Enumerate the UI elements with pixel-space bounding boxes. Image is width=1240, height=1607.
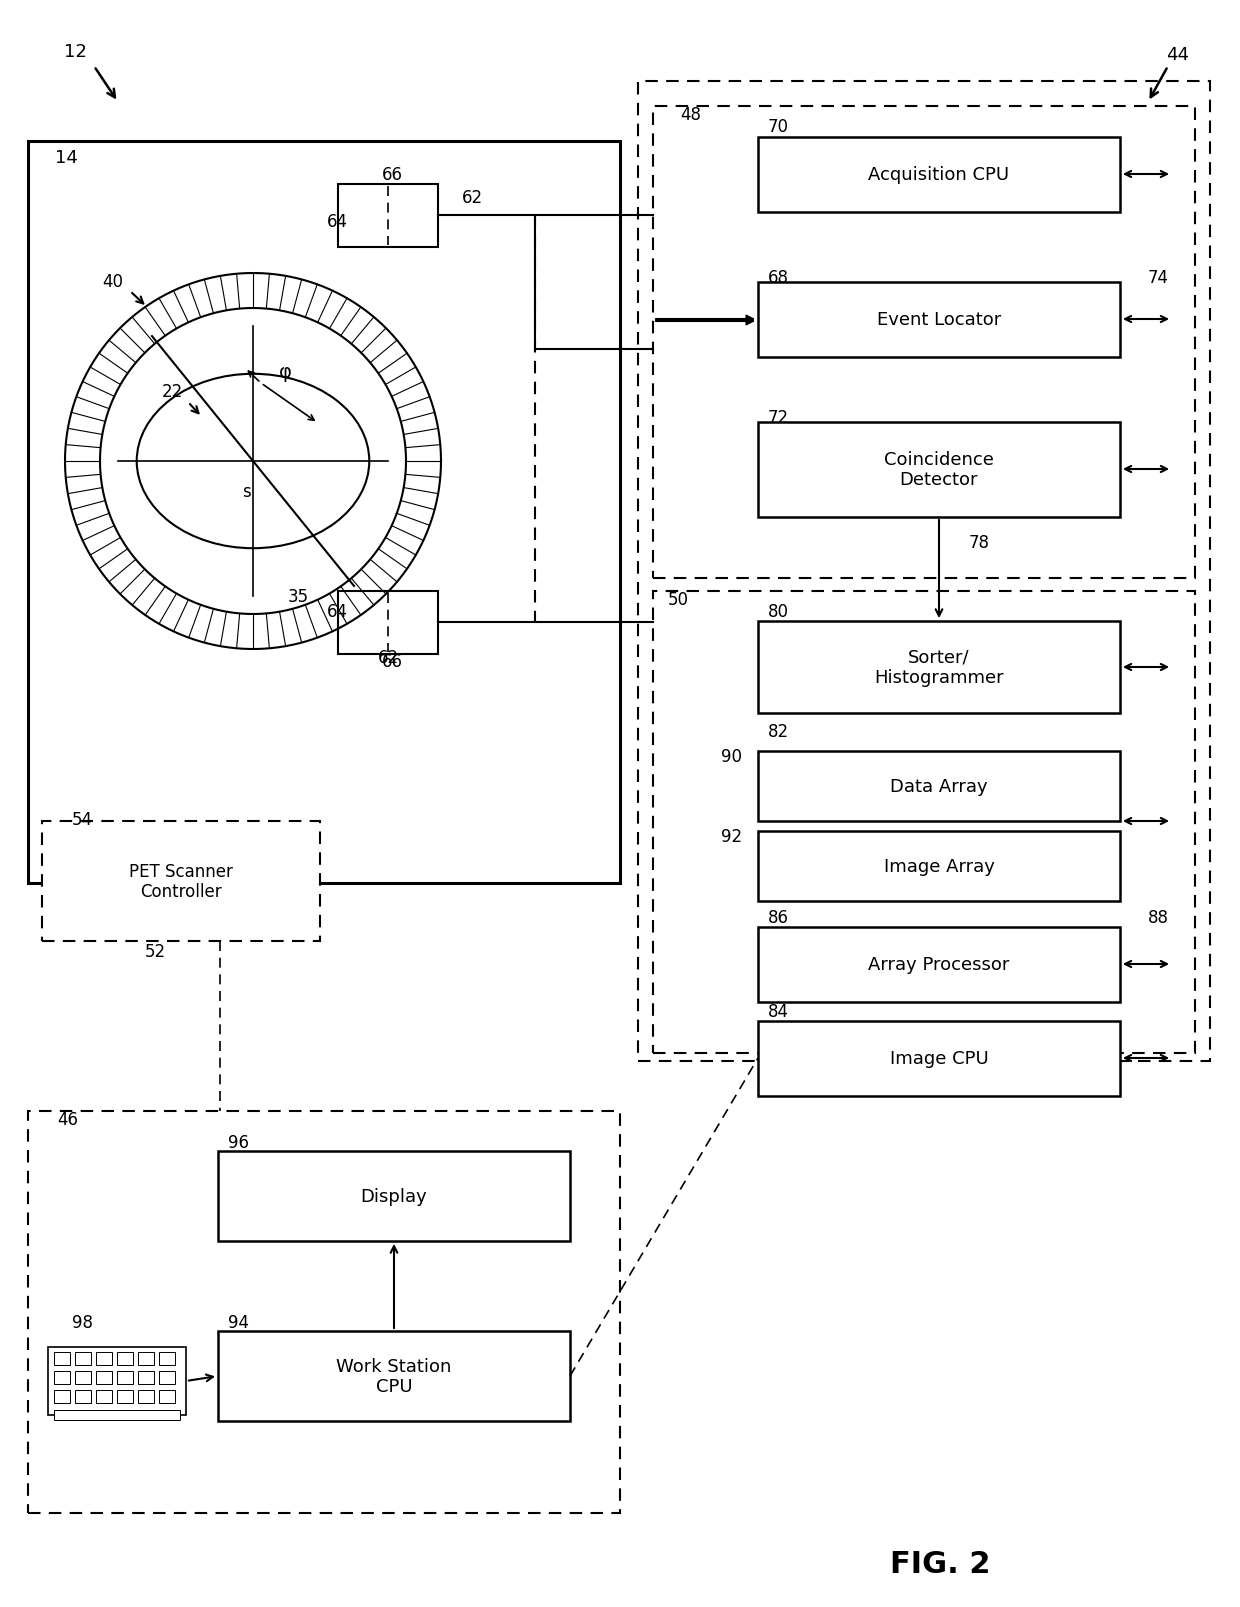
Text: 48: 48 bbox=[680, 106, 701, 124]
Text: 44: 44 bbox=[1167, 47, 1189, 64]
Text: PET Scanner
Controller: PET Scanner Controller bbox=[129, 861, 233, 902]
Text: 84: 84 bbox=[768, 1003, 789, 1020]
Bar bbox=[42, 821, 320, 942]
Bar bbox=[758, 927, 1120, 1003]
Text: 96: 96 bbox=[228, 1133, 249, 1151]
Text: φ: φ bbox=[279, 362, 291, 381]
Bar bbox=[758, 752, 1120, 821]
Text: 74: 74 bbox=[1148, 268, 1169, 286]
Text: 80: 80 bbox=[768, 603, 789, 620]
Bar bbox=[758, 831, 1120, 902]
Bar bbox=[653, 591, 1195, 1053]
Text: 72: 72 bbox=[768, 408, 789, 427]
Bar bbox=[55, 1409, 180, 1421]
Text: Work Station
CPU: Work Station CPU bbox=[336, 1356, 451, 1395]
Bar bbox=[138, 1351, 154, 1366]
Text: 66: 66 bbox=[382, 652, 403, 670]
Text: 22: 22 bbox=[161, 382, 182, 400]
Bar bbox=[218, 1331, 570, 1421]
Bar bbox=[138, 1371, 154, 1384]
Text: Acquisition CPU: Acquisition CPU bbox=[868, 166, 1009, 183]
Text: 98: 98 bbox=[72, 1313, 93, 1331]
Bar bbox=[117, 1390, 133, 1403]
Bar bbox=[55, 1390, 69, 1403]
Text: 64: 64 bbox=[326, 212, 347, 231]
Bar bbox=[29, 1112, 620, 1514]
Bar bbox=[95, 1390, 112, 1403]
Bar bbox=[117, 1371, 133, 1384]
Bar bbox=[758, 423, 1120, 517]
Text: FIG. 2: FIG. 2 bbox=[890, 1549, 991, 1578]
Bar bbox=[29, 141, 620, 884]
Text: 90: 90 bbox=[720, 747, 742, 765]
Bar bbox=[117, 1351, 133, 1366]
Bar bbox=[55, 1351, 69, 1366]
Text: 88: 88 bbox=[1148, 908, 1169, 926]
Bar bbox=[74, 1371, 91, 1384]
Text: 40: 40 bbox=[103, 273, 124, 291]
Text: 82: 82 bbox=[768, 723, 789, 741]
Bar bbox=[339, 185, 438, 247]
Text: 70: 70 bbox=[768, 117, 789, 137]
Bar bbox=[639, 82, 1210, 1061]
Text: 64: 64 bbox=[326, 603, 347, 620]
Bar bbox=[218, 1151, 570, 1241]
Text: Coincidence
Detector: Coincidence Detector bbox=[884, 450, 994, 489]
Text: Array Processor: Array Processor bbox=[868, 956, 1009, 974]
Text: Image Array: Image Array bbox=[884, 858, 994, 876]
Bar bbox=[758, 1022, 1120, 1096]
Text: 94: 94 bbox=[228, 1313, 249, 1331]
Text: 92: 92 bbox=[720, 828, 742, 845]
Bar bbox=[758, 283, 1120, 358]
Text: 52: 52 bbox=[144, 942, 166, 961]
Text: 86: 86 bbox=[768, 908, 789, 926]
Bar bbox=[339, 591, 438, 654]
Text: Display: Display bbox=[361, 1188, 428, 1205]
Text: Sorter/
Histogrammer: Sorter/ Histogrammer bbox=[874, 648, 1004, 686]
Text: 62: 62 bbox=[461, 190, 482, 207]
Bar bbox=[758, 622, 1120, 714]
Bar bbox=[159, 1371, 175, 1384]
Bar bbox=[653, 108, 1195, 579]
Bar bbox=[95, 1371, 112, 1384]
Text: 78: 78 bbox=[968, 534, 990, 551]
Bar bbox=[48, 1347, 186, 1416]
Text: 46: 46 bbox=[57, 1110, 78, 1128]
Bar bbox=[55, 1371, 69, 1384]
Bar bbox=[74, 1351, 91, 1366]
Bar bbox=[74, 1390, 91, 1403]
Bar bbox=[95, 1351, 112, 1366]
Text: 50: 50 bbox=[668, 591, 689, 609]
Text: 68: 68 bbox=[768, 268, 789, 286]
Text: Data Array: Data Array bbox=[890, 778, 988, 795]
Text: 35: 35 bbox=[288, 588, 309, 606]
Text: s: s bbox=[242, 482, 250, 501]
Text: 12: 12 bbox=[63, 43, 87, 61]
Bar bbox=[138, 1390, 154, 1403]
Text: 62: 62 bbox=[377, 649, 398, 667]
Bar bbox=[159, 1390, 175, 1403]
Text: Event Locator: Event Locator bbox=[877, 310, 1001, 329]
Text: 66: 66 bbox=[382, 166, 403, 183]
Text: Image CPU: Image CPU bbox=[889, 1049, 988, 1067]
Bar bbox=[159, 1351, 175, 1366]
Text: 54: 54 bbox=[72, 810, 93, 829]
Bar bbox=[758, 138, 1120, 212]
Text: 14: 14 bbox=[55, 149, 78, 167]
